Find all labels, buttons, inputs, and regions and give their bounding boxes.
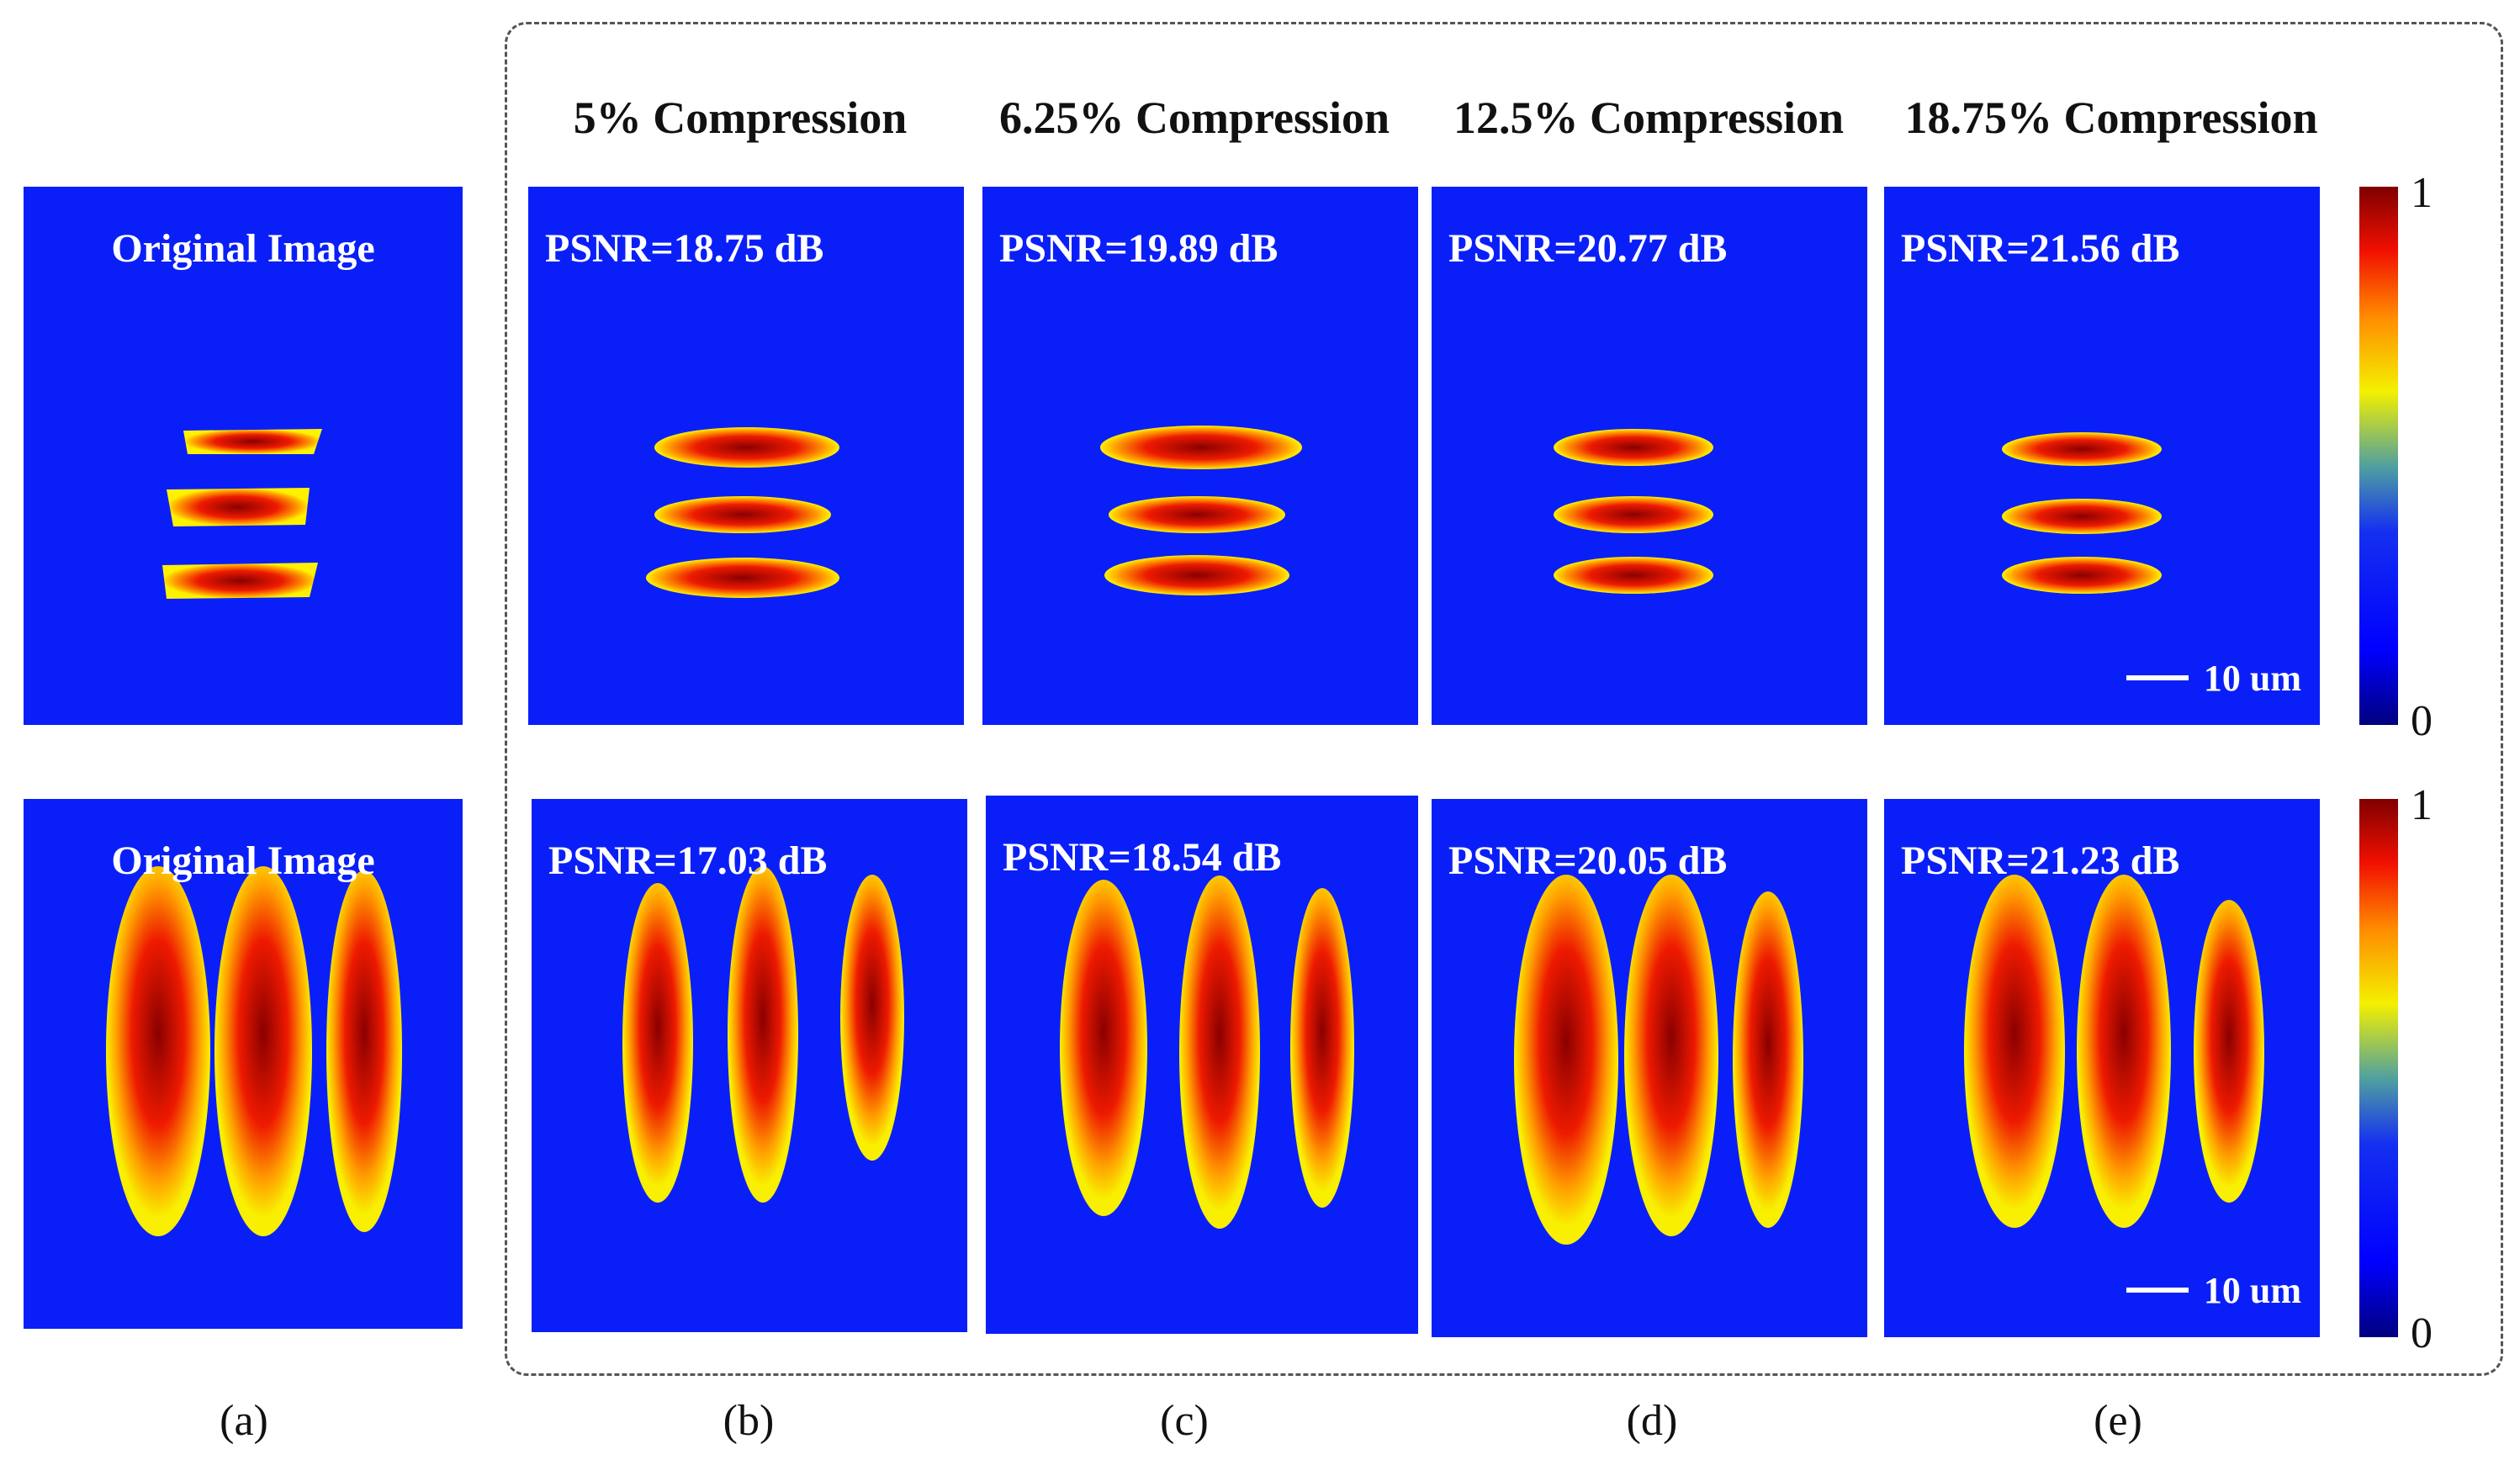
row1-6-25pct-psnr: PSNR=19.89 dB [999, 226, 1279, 271]
row1-18-75pct-psnr: PSNR=21.56 dB [1901, 226, 2180, 271]
row2-6-25pct-panel: PSNR=18.54 dB [986, 796, 1418, 1334]
scale-bar-line [2126, 1288, 2189, 1293]
row1-12-5pct-panel: PSNR=20.77 dB [1432, 187, 1867, 725]
row2-18-75pct-panel: PSNR=21.23 dB 10 um [1884, 799, 2320, 1337]
subfigure-label-e: (e) [2094, 1397, 2142, 1445]
row2-5pct-psnr: PSNR=17.03 dB [548, 838, 828, 883]
row1-colorbar [2359, 187, 2398, 725]
row2-scale-bar: 10 um [2126, 1265, 2301, 1315]
column-title-5pct: 5% Compression [573, 93, 908, 143]
row2-colorbar-min: 0 [2411, 1309, 2433, 1357]
row2-original-panel: Original Image [24, 799, 463, 1329]
scale-bar-line [2126, 675, 2189, 680]
row1-scale-bar-label: 10 um [2203, 657, 2301, 699]
row1-6-25pct-panel: PSNR=19.89 dB [982, 187, 1418, 725]
column-title-6-25pct: 6.25% Compression [998, 93, 1390, 143]
row2-5pct-image [622, 866, 904, 1203]
subfigure-label-c: (c) [1160, 1397, 1209, 1445]
row2-original-label: Original Image [111, 838, 375, 883]
row2-original-image [106, 866, 402, 1236]
row1-scale-bar: 10 um [2126, 653, 2301, 703]
dashed-group-border [505, 22, 2503, 1376]
row1-original-image [162, 429, 322, 599]
row1-6-25pct-image [1100, 426, 1302, 595]
row2-18-75pct-psnr: PSNR=21.23 dB [1901, 838, 2180, 883]
row1-5pct-image [646, 427, 839, 598]
row2-6-25pct-image [1060, 875, 1354, 1229]
column-title-18-75pct: 18.75% Compression [1904, 93, 2318, 143]
row2-12-5pct-psnr: PSNR=20.05 dB [1448, 838, 1728, 883]
row1-18-75pct-panel: PSNR=21.56 dB 10 um [1884, 187, 2320, 725]
row2-colorbar [2359, 799, 2398, 1337]
subfigure-label-d: (d) [1626, 1397, 1678, 1445]
row1-12-5pct-image [1554, 429, 1713, 594]
row1-original-label: Original Image [111, 226, 375, 271]
row2-6-25pct-psnr: PSNR=18.54 dB [1003, 835, 1282, 880]
row1-original-panel: Original Image [24, 187, 463, 725]
column-title-12-5pct: 12.5% Compression [1453, 93, 1845, 143]
row1-5pct-panel: PSNR=18.75 dB [528, 187, 964, 725]
row2-12-5pct-image [1514, 875, 1803, 1245]
row2-5pct-panel: PSNR=17.03 dB [532, 799, 967, 1332]
row1-18-75pct-image [2002, 432, 2162, 594]
row1-5pct-psnr: PSNR=18.75 dB [545, 226, 824, 271]
subfigure-label-a: (a) [220, 1397, 268, 1445]
row1-12-5pct-psnr: PSNR=20.77 dB [1448, 226, 1728, 271]
row1-colorbar-max: 1 [2411, 169, 2433, 217]
subfigure-label-b: (b) [723, 1397, 775, 1445]
row2-scale-bar-label: 10 um [2203, 1269, 2301, 1311]
row2-18-75pct-image [1964, 875, 2264, 1228]
row2-colorbar-max: 1 [2411, 781, 2433, 829]
row1-colorbar-min: 0 [2411, 697, 2433, 745]
row2-12-5pct-panel: PSNR=20.05 dB [1432, 799, 1867, 1337]
